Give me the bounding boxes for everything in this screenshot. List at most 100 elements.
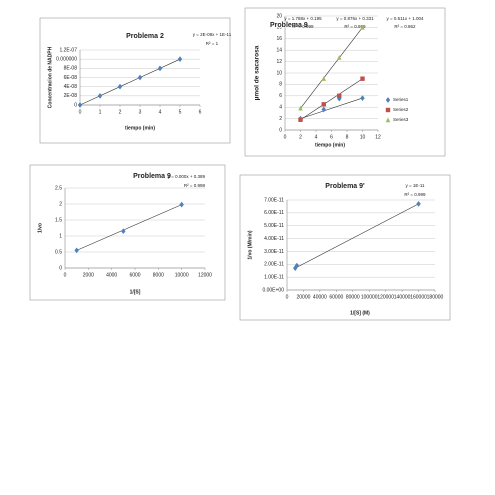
x-tick-label: 140000 [394,294,411,300]
marker [157,65,163,72]
y-tick-label: 6 [279,93,282,99]
x-tick-label: 6000 [129,272,140,278]
chart-frame [244,7,446,157]
x-tick-label: 20000 [296,294,310,300]
annotation: R² = 0.862 [394,24,416,29]
x-tick-label: 60000 [329,294,343,300]
y-axis-label: µmol de sacarosa [254,45,261,100]
trendline [76,204,182,251]
y-tick-label: 2 [59,201,62,207]
annotation: y = 0.000x + 0.389 [168,174,206,179]
chart-frame [39,17,231,144]
y-tick-label: 2 [279,116,282,122]
annotation: R² = 1 [206,41,219,46]
x-tick-label: 4 [315,134,318,140]
marker [321,76,326,81]
x-tick-label: 12 [375,134,381,140]
marker [337,54,342,60]
legend-marker [385,97,391,103]
marker [74,247,79,254]
x-tick-label: 4000 [106,272,117,278]
chart-frame [239,174,451,321]
y-tick-label: 20 [276,13,282,19]
annotation: R² = 0.999 [344,24,366,29]
x-tick-label: 40000 [313,294,327,300]
y-tick-label: 8E-08 [64,66,78,72]
y-tick-label: 0.00E+00 [262,287,284,293]
marker [97,92,103,99]
chart-frame [29,164,226,301]
legend-marker [385,117,391,123]
y-axis-label: 1/vo (M/min) [247,230,253,260]
x-tick-label: 80000 [346,294,360,300]
marker [121,228,126,235]
y-tick-label: 6E-08 [64,75,78,81]
y-tick-label: 2.5 [55,185,62,191]
chart-title: Problema 9 [270,22,308,29]
x-tick-label: 3 [139,109,142,115]
x-tick-label: 4 [159,109,162,115]
x-axis-label: tiempo (min) [315,142,345,148]
x-tick-label: 0 [284,134,287,140]
x-tick-label: 2 [299,134,302,140]
y-tick-label: 0 [59,265,62,271]
chart-title: Problema 9 [133,173,171,180]
x-tick-label: 100000 [361,294,378,300]
x-tick-label: 2000 [83,272,94,278]
x-tick-label: 10 [360,134,366,140]
legend-label: Series3 [393,117,409,122]
y-tick-label: 14 [276,48,282,54]
annotation: y = 1.788x + 0.195 [284,16,322,21]
x-tick-label: 8 [346,134,349,140]
marker [298,117,303,122]
legend-label: Series1 [393,97,409,102]
y-tick-label: 1 [59,233,62,239]
y-tick-label: 18 [276,25,282,31]
x-tick-label: 8000 [153,272,164,278]
annotation: y = 0.511x + 1.004 [387,16,424,21]
marker [179,201,184,208]
trendline [300,27,363,109]
x-tick-label: 0 [286,294,289,300]
y-tick-label: 5.00E-11 [264,223,284,229]
y-tick-label: 4.00E-11 [264,236,284,242]
y-tick-label: 8 [279,82,282,88]
marker [337,93,342,98]
annotation: y = 0.876x + 0.331 [336,16,374,21]
x-tick-label: 1 [99,109,102,115]
marker [416,200,421,207]
y-axis-label: Concentracion de NADPH [47,46,53,108]
marker [177,56,183,63]
legend-label: Series2 [393,107,409,112]
x-axis-label: 1/[S] [130,289,141,295]
marker [77,102,83,108]
x-tick-label: 12000 [198,272,212,278]
y-tick-label: 1.5 [55,217,62,223]
x-axis-label: tiempo (min) [125,125,155,131]
marker [360,76,365,81]
trendline [79,58,181,106]
annotation: y = 2E-08x + 1E-11 [193,32,232,37]
marker [360,95,365,101]
annotation: R² = 0.999 [404,192,426,197]
x-tick-label: 6 [199,109,202,115]
marker [360,24,365,30]
chart-title: Problema 2 [126,33,164,40]
y-tick-label: 1.2E-07 [59,47,77,53]
trendline [300,78,363,120]
y-tick-label: 3.00E-11 [264,249,284,255]
trendline [300,97,363,119]
x-tick-label: 5 [179,109,182,115]
y-tick-label: 4E-08 [64,84,78,90]
x-tick-label: 160000 [410,294,427,300]
marker [294,262,300,269]
y-tick-label: 10 [276,70,282,76]
x-axis-label: 1/[S] (M) [350,310,370,316]
x-tick-label: 6 [330,134,333,140]
y-tick-label: 6.00E-11 [264,210,284,216]
chart-title: Problema 9' [325,183,365,190]
y-tick-label: 7.00E-11 [264,197,284,203]
y-tick-label: 0.5 [55,249,62,255]
x-tick-label: 10000 [175,272,189,278]
y-tick-label: 2E-08 [64,93,78,99]
